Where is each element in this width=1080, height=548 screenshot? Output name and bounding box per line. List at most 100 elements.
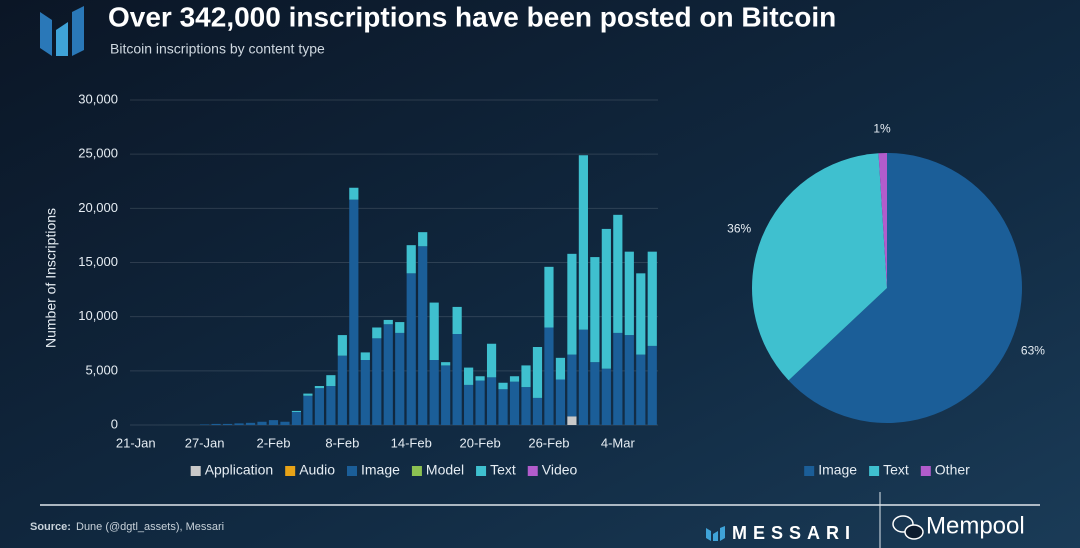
bar-segment [601, 228, 611, 369]
bar-segment [200, 424, 210, 425]
bar-segment [532, 347, 543, 398]
bar-segment [291, 412, 302, 425]
brand-logo [706, 526, 725, 541]
x-tick-label: 20-Feb [459, 435, 500, 450]
bar-segment [211, 423, 221, 425]
bar-segment [567, 416, 577, 425]
bar-segment [624, 251, 634, 336]
bar-segment [555, 357, 566, 380]
bar-segment [544, 327, 554, 425]
x-tick-label: 27-Jan [185, 435, 225, 450]
bar-segment [498, 382, 508, 390]
pie-label: 63% [1021, 343, 1045, 357]
bar-segment [372, 327, 382, 339]
bar-segment [647, 345, 657, 425]
bar-segment [567, 253, 577, 355]
legend-swatch [411, 466, 422, 476]
x-tick-label: 2-Feb [256, 435, 290, 450]
x-tick-label: 4-Mar [601, 435, 636, 450]
bar-segment [452, 306, 462, 334]
bar-segment [291, 410, 302, 412]
legend-swatch [190, 466, 201, 476]
bar-segment [521, 387, 531, 425]
source-label: Source: [30, 521, 71, 533]
brand: MESSARI [732, 523, 856, 543]
legend-label: Application [205, 462, 274, 478]
bar-segment [257, 421, 267, 425]
pie-label: 36% [727, 222, 751, 236]
bar-segment [418, 246, 428, 425]
legend-label: Other [935, 462, 970, 478]
bar-segment [372, 338, 382, 425]
bar-segment [234, 423, 244, 425]
bar-segment [636, 354, 646, 425]
bar-segment [268, 420, 279, 425]
watermark-icon [892, 515, 924, 540]
pie-slice [751, 153, 887, 381]
bar-segment [406, 245, 416, 274]
bar-segment [578, 329, 588, 425]
bar-segment [303, 393, 313, 396]
legend-swatch [285, 466, 296, 476]
bar-segment [395, 332, 405, 425]
legend-label: Image [818, 462, 857, 478]
legend-swatch [920, 466, 931, 476]
x-tick-label: 21-Jan [116, 435, 156, 450]
bar-segment [337, 355, 347, 425]
bar-segment [498, 389, 508, 425]
bar-segment [337, 335, 347, 356]
pie-slice [788, 153, 1022, 423]
x-tick-label: 8-Feb [325, 435, 359, 450]
legend-label: Audio [299, 462, 335, 478]
bar-segment [441, 362, 451, 366]
bar-segment [326, 386, 336, 425]
bar-segment [486, 343, 497, 378]
bar-segment [406, 273, 416, 425]
legend-swatch [804, 466, 815, 476]
bar-segment [544, 266, 554, 328]
x-tick-label: 14-Feb [391, 435, 432, 450]
bar-segment [647, 251, 657, 346]
bar-segment [429, 360, 439, 425]
bar-segment [349, 199, 359, 425]
title: Over 342,000 inscriptions have been post… [108, 1, 836, 32]
bar-segment [613, 332, 623, 425]
y-tick-label: 5,000 [85, 362, 118, 377]
bar-segment [509, 381, 520, 425]
y-tick-label: 20,000 [78, 200, 118, 215]
bar-segment [429, 302, 439, 360]
legend-label: Text [490, 462, 516, 478]
bar-segment [441, 365, 451, 425]
bar-segment [418, 232, 428, 247]
bar-segment [578, 155, 588, 330]
bar-segment [486, 377, 497, 425]
legend-label: Image [361, 462, 400, 478]
bar-segment [624, 335, 634, 425]
y-tick-label: 25,000 [78, 146, 118, 161]
y-tick-label: 15,000 [78, 254, 118, 269]
bar-segment [314, 386, 324, 389]
logo [40, 6, 84, 56]
bar-segment [303, 395, 313, 425]
legend-swatch [527, 466, 538, 476]
bar-segment [475, 380, 485, 425]
legend-label: Model [426, 462, 464, 478]
y-tick-label: 30,000 [78, 91, 118, 106]
bar-segment [280, 421, 290, 425]
pie-slice [878, 153, 887, 288]
bar-segment [360, 352, 370, 360]
bar-segment [360, 360, 370, 425]
subtitle: Bitcoin inscriptions by content type [110, 41, 325, 57]
legend-swatch [347, 466, 357, 476]
bar-segment [532, 397, 543, 425]
x-tick-label: 26-Feb [528, 435, 569, 450]
source: Dune (@dgtl_assets), Messari [76, 521, 224, 533]
legend-label: Text [883, 462, 909, 478]
legend-label: Video [542, 462, 578, 478]
bar-segment [590, 257, 600, 363]
pie-label: 1% [873, 121, 891, 135]
bar-segment [326, 375, 336, 386]
y-axis-label: Number of Inscriptions [43, 208, 59, 348]
legend-swatch [869, 466, 880, 476]
